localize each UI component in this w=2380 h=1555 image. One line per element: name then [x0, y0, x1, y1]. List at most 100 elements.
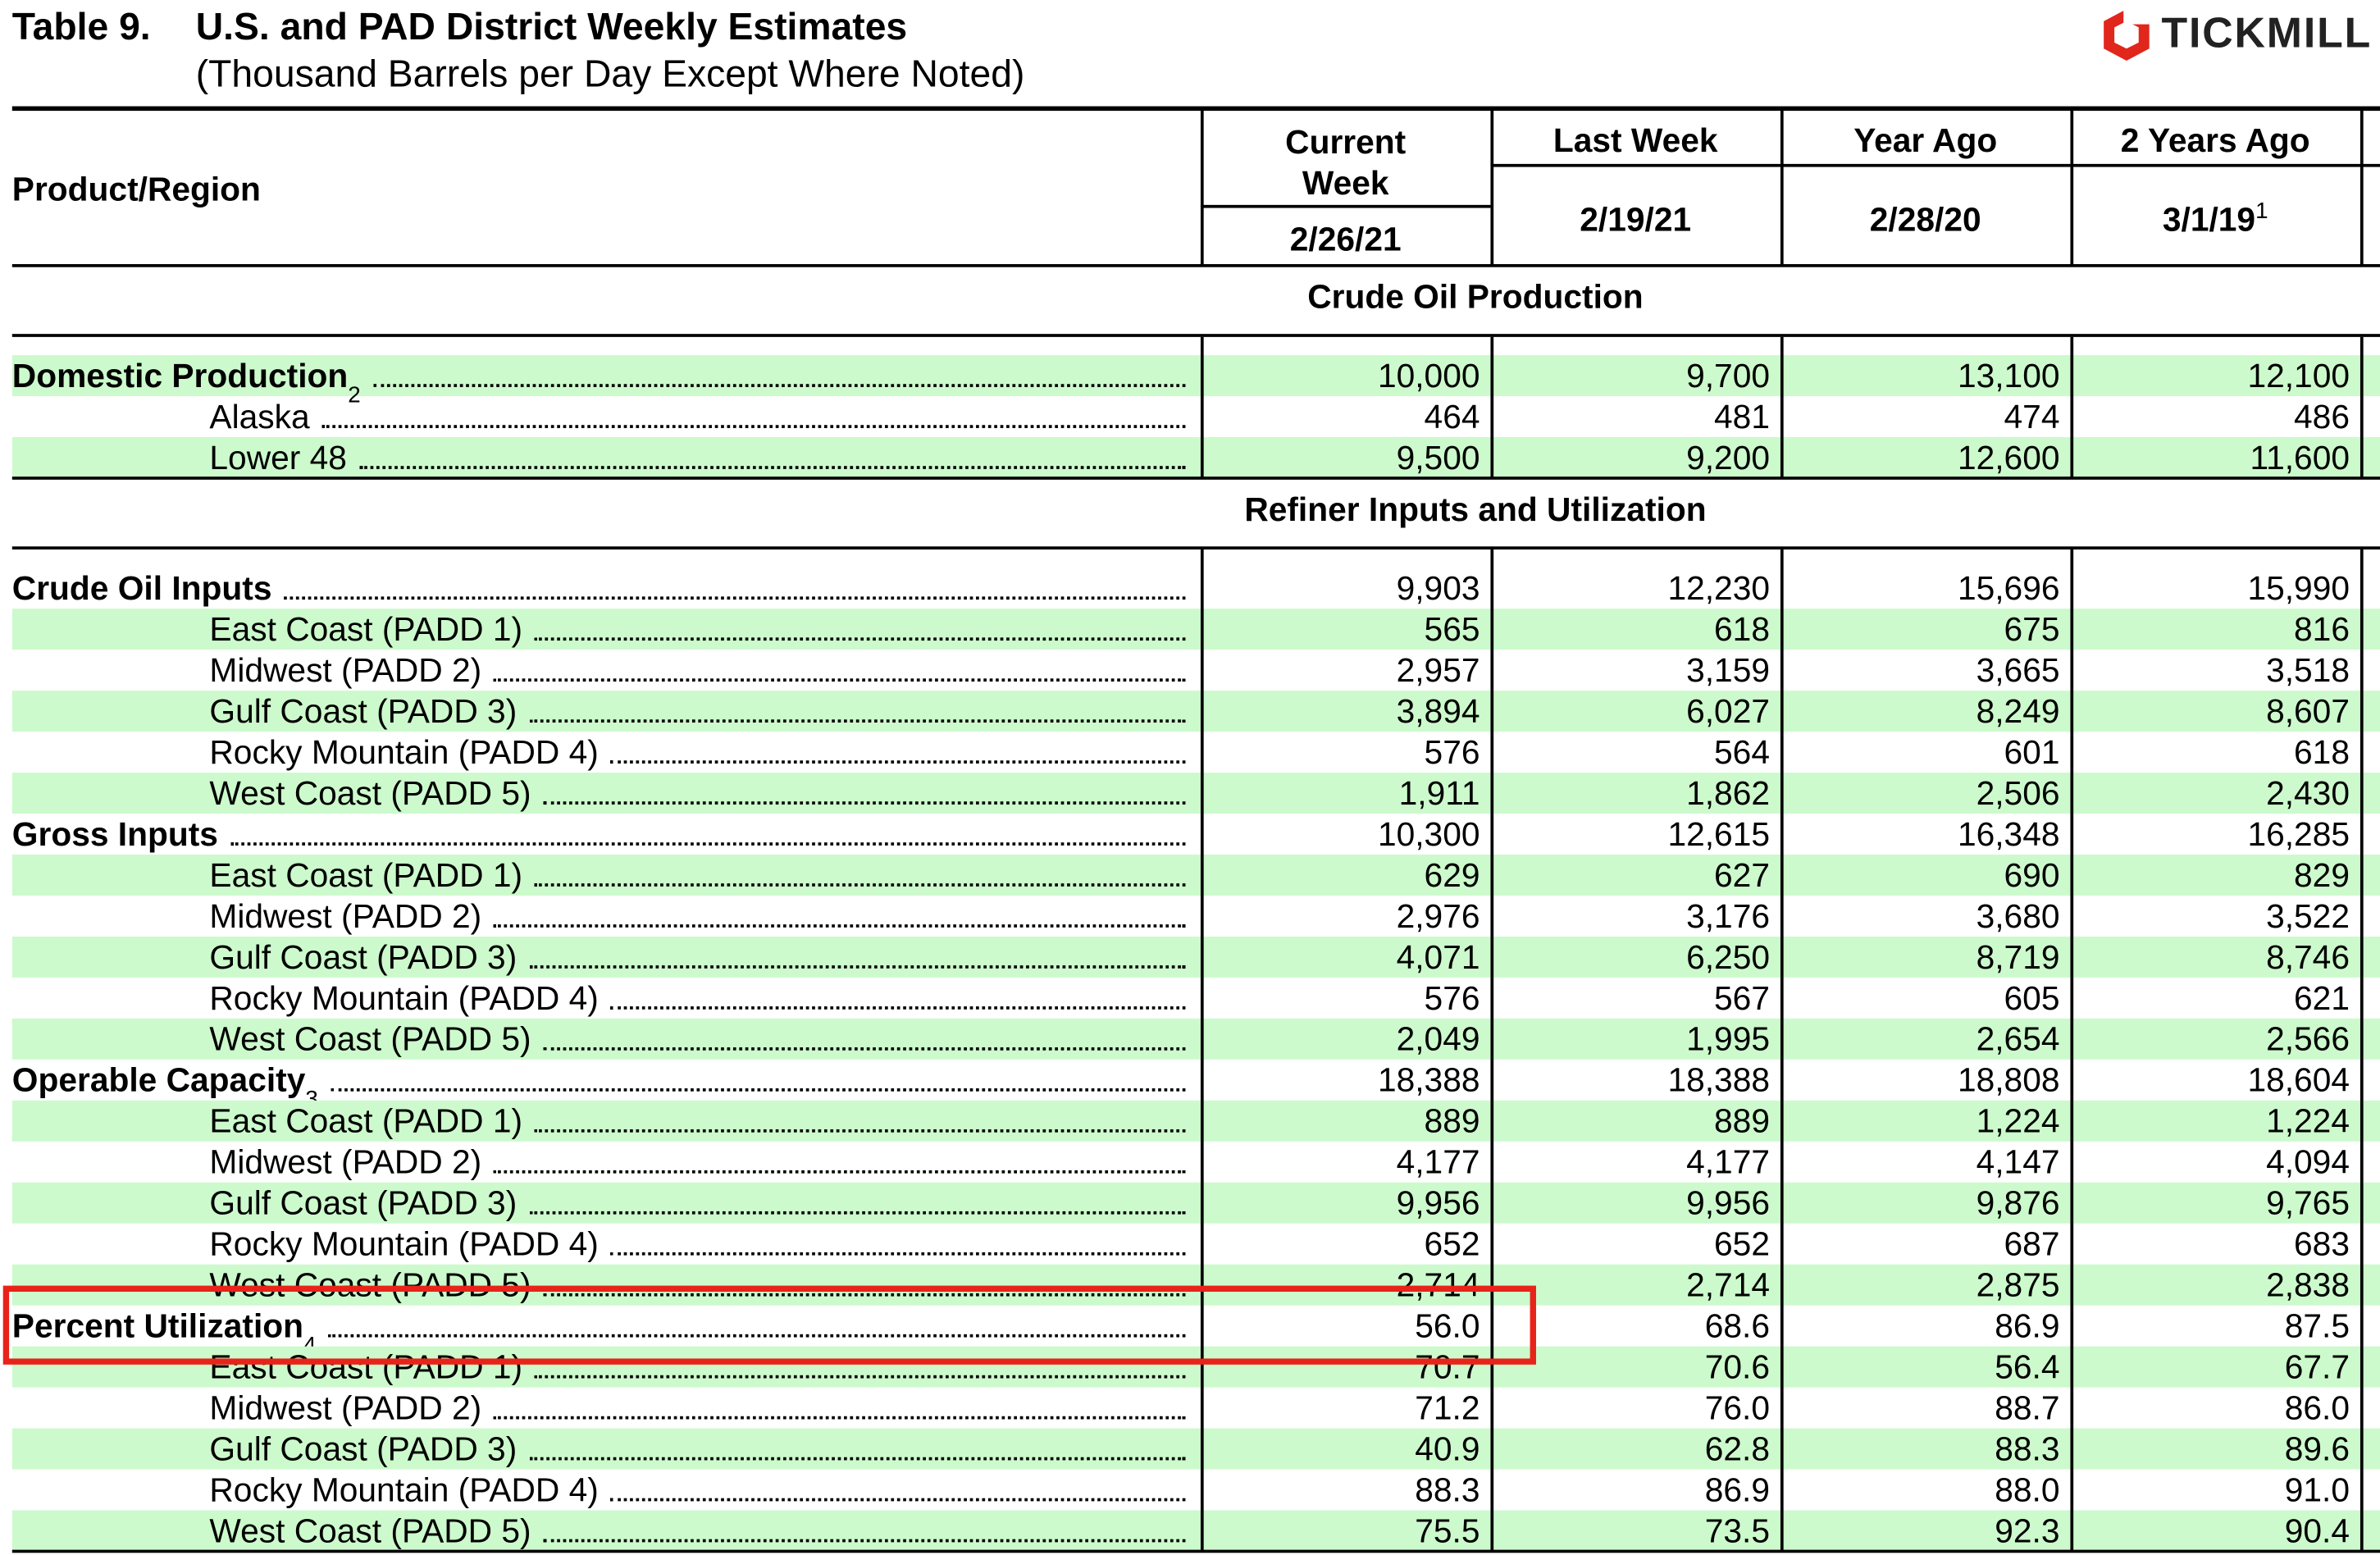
cell-value: 2,430: [2266, 773, 2350, 813]
leader: [230, 842, 1186, 846]
leader: [358, 466, 1186, 469]
cell-value: 92.3: [1995, 1512, 2060, 1550]
cell-value: 13,100: [1957, 356, 2060, 395]
cell-value: 15,990: [2247, 569, 2350, 608]
leader: [543, 1047, 1186, 1051]
row-shade: [11, 437, 2380, 478]
cell-value: 86.9: [1995, 1306, 2060, 1345]
row-shade: [11, 355, 2380, 397]
footnote-mark: 1: [2255, 198, 2268, 225]
cell-value: 829: [2294, 855, 2350, 895]
date: 3/1/19: [2162, 200, 2256, 239]
row-label: Alaska: [209, 396, 1191, 437]
leader: [494, 1416, 1186, 1420]
row-label: East Coast (PADD 1): [209, 609, 1191, 650]
leader: [494, 678, 1186, 682]
cell-value: 2,976: [1396, 896, 1480, 936]
row-label: Midwest (PADD 2): [209, 1388, 1191, 1429]
cell-value: 88.0: [1995, 1471, 2060, 1509]
cell-value: 3,665: [1976, 650, 2060, 690]
label-text: Midwest (PADD 2): [209, 896, 482, 936]
row-label: Midwest (PADD 2): [209, 650, 1191, 691]
leader: [330, 1088, 1186, 1092]
label-text: Crude Oil Inputs: [11, 569, 272, 608]
title: U.S. and PAD District Weekly Estimates: [195, 6, 908, 49]
label-text: Rocky Mountain (PADD 4): [209, 1224, 599, 1263]
cell-value: 10,300: [1377, 814, 1480, 854]
rule: [11, 1549, 2380, 1553]
row-label: Rocky Mountain (PADD 4): [209, 1224, 1191, 1265]
section-title: Crude Oil Production: [1307, 277, 1644, 316]
cell-value: 629: [1424, 855, 1480, 895]
cell-value: 6,250: [1686, 937, 1770, 977]
row-label: Midwest (PADD 2): [209, 896, 1191, 937]
leader: [372, 384, 1186, 387]
column-label: Current Week: [1285, 122, 1407, 203]
cell-value: 16,285: [2247, 814, 2350, 854]
cell-value: 2,049: [1396, 1019, 1480, 1058]
row-shade: [11, 1100, 2380, 1142]
row-shade: [11, 609, 2380, 650]
leader: [529, 1457, 1186, 1461]
column-rule: [1490, 549, 1494, 1552]
label-text: Lower 48: [209, 438, 347, 477]
cell-value: 73.5: [1704, 1512, 1770, 1550]
cell-value: 3,894: [1396, 691, 1480, 731]
cell-value: 68.6: [1704, 1306, 1770, 1345]
column-rule: [1490, 336, 1494, 478]
column-label: 2 Years Ago: [2120, 121, 2310, 160]
cell-value: 576: [1424, 978, 1480, 1018]
label-text: Gulf Coast (PADD 3): [209, 1183, 517, 1222]
cell-value: 652: [1424, 1224, 1480, 1263]
label-text: Gulf Coast (PADD 3): [209, 1430, 517, 1468]
rule: [11, 106, 2380, 112]
cell-value: 576: [1424, 732, 1480, 772]
cell-value: 9,956: [1396, 1183, 1480, 1222]
row-label: Rocky Mountain (PADD 4): [209, 978, 1191, 1019]
row-shade: [11, 854, 2380, 896]
cell-value: 3,522: [2266, 896, 2350, 936]
leader: [610, 1252, 1186, 1256]
leader: [534, 1129, 1186, 1133]
column-rule: [1780, 336, 1784, 478]
label-text: Gulf Coast (PADD 3): [209, 691, 517, 731]
row-label: East Coast (PADD 1): [209, 855, 1191, 896]
rule: [11, 334, 2380, 337]
label-text: Rocky Mountain (PADD 4): [209, 732, 599, 772]
cell-value: 618: [2294, 732, 2350, 772]
leader: [529, 1211, 1186, 1215]
row-label: East Coast (PADD 1): [209, 1101, 1191, 1142]
cell-value: 3,159: [1686, 650, 1770, 690]
label-text: East Coast (PADD 1): [209, 1101, 523, 1140]
cell-value: 87.5: [2284, 1306, 2350, 1345]
cell-value: 1,911: [1398, 773, 1480, 813]
cell-value: 12,600: [1957, 438, 2060, 477]
cell-value: 2,566: [2266, 1019, 2350, 1058]
rule: [2070, 163, 2380, 167]
rule: [1200, 204, 1491, 208]
cell-value: 62.8: [1704, 1430, 1770, 1468]
label-text: Percent Utilization: [11, 1306, 304, 1345]
cell-value: 621: [2294, 978, 2350, 1018]
leader: [529, 965, 1186, 969]
label-text: West Coast (PADD 5): [209, 1265, 531, 1304]
row-label: Crude Oil Inputs: [12, 568, 1192, 609]
cell-value: 683: [2294, 1224, 2350, 1263]
cell-value: 76.0: [1704, 1389, 1770, 1427]
row-label: Gulf Coast (PADD 3): [209, 691, 1191, 732]
column-rule: [1780, 549, 1784, 1552]
cell-value: 652: [1714, 1224, 1770, 1263]
label-text: Midwest (PADD 2): [209, 1389, 482, 1427]
subtitle: (Thousand Barrels per Day Except Where N…: [195, 52, 1025, 96]
leader: [543, 1293, 1186, 1297]
row-header: Product/Region: [11, 170, 261, 208]
cell-value: 4,094: [2266, 1142, 2350, 1181]
row-label: Lower 48: [209, 437, 1191, 478]
leader: [494, 1170, 1186, 1174]
cell-value: 567: [1714, 978, 1770, 1018]
cell-value: 4,177: [1396, 1142, 1480, 1181]
leader: [321, 425, 1186, 428]
cell-value: 56.4: [1995, 1348, 2060, 1386]
cell-value: 9,903: [1396, 569, 1480, 608]
row-shade: [11, 1428, 2380, 1470]
